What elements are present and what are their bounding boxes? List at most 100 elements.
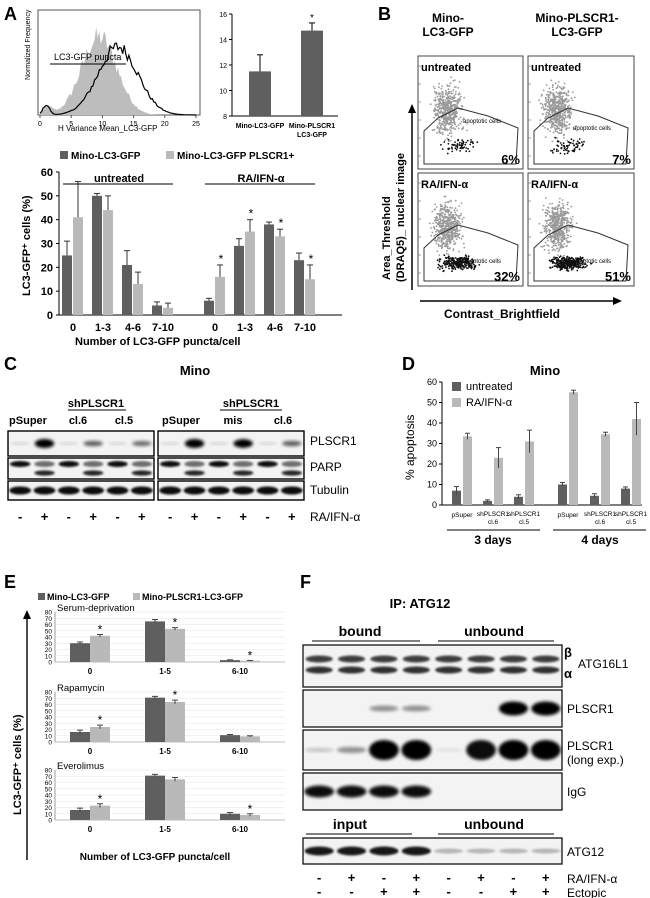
scatter-dot-gray (560, 223, 563, 226)
scatter-dot-black (450, 257, 453, 260)
scatter-dot-gray (444, 204, 447, 207)
scatter-dot-black (566, 267, 569, 270)
scatter-dot-gray (446, 228, 449, 230)
scatter-dot-gray (446, 225, 449, 228)
scatter-dot-gray (453, 121, 456, 124)
e-y-arrowhead (23, 610, 31, 619)
scatter-dot-gray (542, 107, 545, 110)
d-ytick-label: 10 (427, 480, 437, 490)
scatter-dot-gray (544, 121, 547, 124)
d-bar (621, 488, 630, 505)
e-ytick-label: 10 (45, 653, 53, 660)
scatter-dot-gray (449, 206, 452, 209)
scatter-dot-gray (560, 129, 563, 132)
scatter-dot-gray (441, 205, 444, 208)
scatter-gate (423, 107, 519, 165)
scatter-dot-gray (565, 219, 568, 222)
scatter-dot-gray (454, 128, 457, 131)
panel-c-title: Mino (180, 363, 210, 378)
scatter-dot-gray (562, 134, 565, 137)
scatter-gate-label: apoptotic cells (573, 259, 611, 265)
blot-band-parp-cleaved (131, 470, 153, 476)
f-row-label-igg: IgG (567, 785, 586, 799)
blot-band-tubulin (159, 486, 182, 495)
scatter-dot-gray (545, 98, 547, 101)
f-band-igg (336, 785, 367, 798)
scatter-dot-black (459, 258, 462, 261)
e-bar (165, 702, 185, 742)
scatter-dot-gray (559, 95, 562, 98)
scatter-dot-black (452, 262, 454, 265)
scatter-dot-gray (551, 249, 554, 252)
scatter-dot-gray (560, 230, 563, 233)
scatter-dot-gray (447, 85, 449, 88)
scatter-dot-gray (456, 112, 458, 115)
scatter-dot-black (455, 145, 457, 147)
a-bar (92, 195, 102, 315)
scatter-dot-black (573, 144, 575, 147)
scatter-dot-gray (560, 215, 563, 217)
scatter-dot-gray (549, 113, 552, 116)
scatter-dot-gray (561, 240, 564, 243)
f-beta-label: β (564, 645, 572, 660)
f-band-atg16l1-alpha (402, 666, 430, 674)
scatter-dot-gray (450, 127, 453, 130)
scatter-dot-gray (567, 229, 569, 232)
scatter-dot-black (472, 146, 475, 148)
scatter-dot-gray (544, 136, 547, 139)
scatter-dot-black (565, 144, 568, 147)
e-bar (70, 732, 90, 742)
d-xtick-label-b: cl.6 (488, 519, 499, 526)
scatter-dot-gray (455, 104, 458, 107)
scatter-dot-gray (434, 99, 437, 102)
scatter-dot-gray (556, 84, 559, 87)
scatter-dot-gray (545, 100, 547, 103)
f-band-atg12 (304, 846, 334, 856)
scatter-dot-gray (443, 124, 446, 127)
scatter-dot-black (445, 266, 447, 269)
scatter-dot-gray (450, 92, 452, 95)
a-star: * (219, 252, 224, 266)
scatter-dot-gray (442, 118, 445, 121)
f-band-atg16l1-alpha (370, 666, 398, 674)
scatter-dot-black (478, 264, 481, 266)
d-bar (558, 484, 567, 505)
blot-band-parp-full (281, 461, 303, 467)
scatter-dot-black (579, 263, 581, 265)
scatter-dot-gray (546, 209, 549, 212)
f-band-atg16l1-alpha (499, 666, 528, 674)
scatter-dot-gray (557, 118, 560, 121)
f-band-plscr1 (369, 705, 399, 712)
scatter-dot-gray (443, 112, 446, 115)
scatter-dot-gray (550, 108, 553, 110)
scatter-dot-gray (452, 224, 455, 227)
scatter-dot-black (567, 150, 570, 152)
treatment-sign: - (168, 509, 172, 524)
scatter-dot-gray (557, 217, 560, 220)
scatter-dot-black (569, 257, 572, 260)
scatter-gate-label: apoptotic cells (463, 259, 501, 265)
e-legend-swatch-dark (38, 593, 45, 600)
scatter-dot-gray (451, 233, 454, 235)
scatter-dot-gray (451, 124, 453, 127)
d-legend-swatch-dark (452, 382, 461, 391)
panel-letter-c: C (4, 354, 17, 374)
e-ytick-label: 80 (45, 690, 53, 697)
scatter-dot-gray (451, 97, 454, 100)
scatter-dot-gray (559, 98, 562, 100)
scatter-dot-gray (561, 199, 564, 201)
scatter-dot-black (576, 263, 579, 266)
treatment-sign: - (67, 509, 71, 524)
f-band-atg16l1-beta (337, 655, 366, 663)
e-chart-title: Everolimus (57, 761, 104, 772)
scatter-dot-gray (458, 217, 461, 220)
scatter-dot-gray (436, 125, 439, 127)
scatter-dot-gray (549, 90, 552, 93)
blot-band-parp-full (9, 461, 31, 467)
scatter-dot-gray (449, 97, 451, 100)
scatter-dot-gray (566, 127, 568, 130)
scatter-dot-gray (453, 217, 456, 219)
scatter-dot-gray (438, 130, 440, 132)
scatter-dot-gray (543, 227, 546, 230)
